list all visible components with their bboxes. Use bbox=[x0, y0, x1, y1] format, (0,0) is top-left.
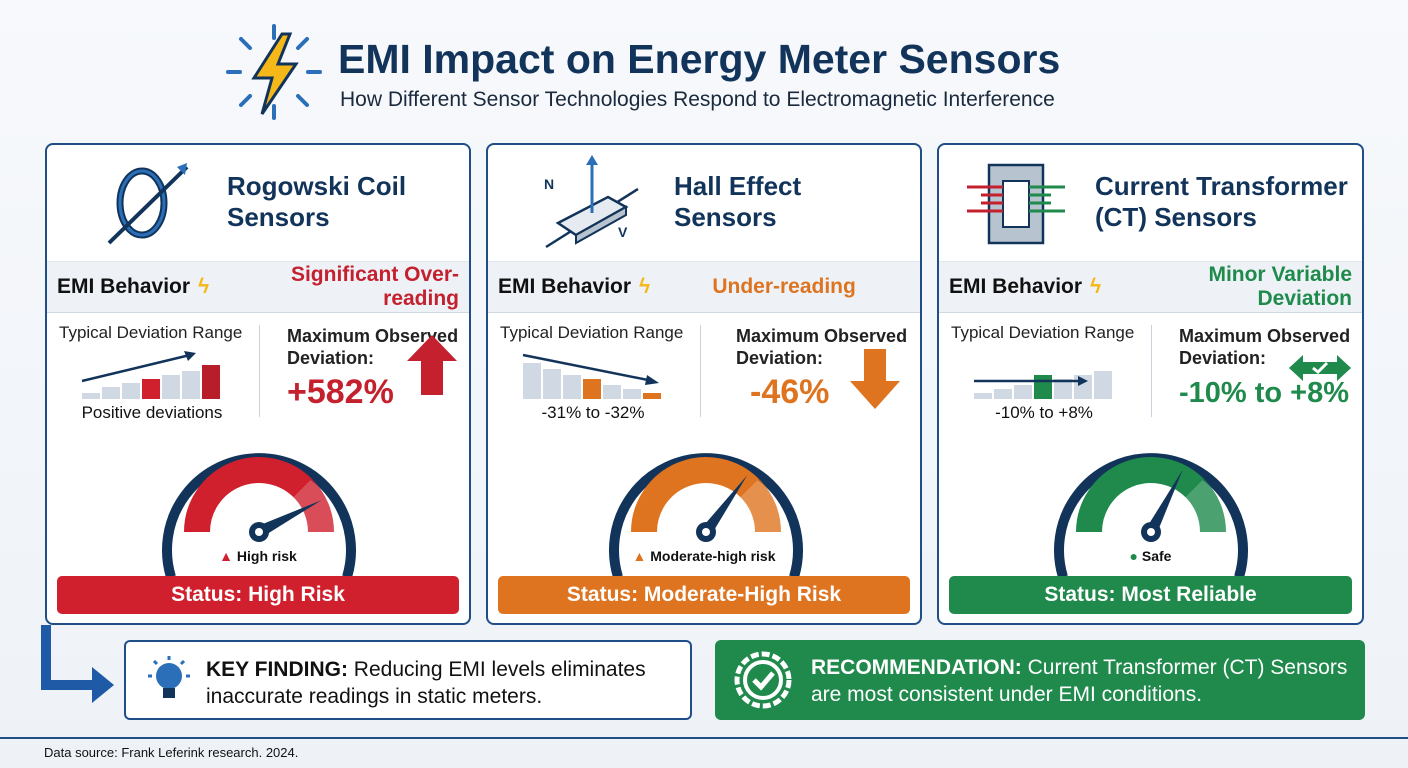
gauge-needle bbox=[256, 500, 322, 538]
max-deviation-value: -10% to +8% bbox=[1179, 377, 1350, 409]
warning-icon: ▲ bbox=[632, 548, 647, 564]
card-title: (CT) Sensors bbox=[1095, 202, 1257, 232]
gauge-label-text: Safe bbox=[1141, 548, 1172, 564]
gauge-needle bbox=[1145, 469, 1183, 535]
lightning-bolt-icon bbox=[226, 24, 322, 120]
gauge-label-text: Moderate-high risk bbox=[650, 548, 776, 564]
lightning-icon: ϟ bbox=[639, 275, 651, 298]
key-finding-label: KEY FINDING: bbox=[206, 658, 348, 681]
emi-behavior-value: Minor Variable Deviation bbox=[1208, 263, 1352, 310]
typical-deviation-label: Typical Deviation Range bbox=[500, 323, 684, 342]
emi-behavior-row: EMI Behavior ϟ Minor Variable Deviation bbox=[939, 261, 1362, 313]
max-deviation-value: +582% bbox=[287, 373, 394, 411]
max-deviation-value: -46% bbox=[750, 373, 830, 411]
max-label-line: Deviation: bbox=[287, 348, 375, 368]
gauge-label-text: High risk bbox=[236, 548, 297, 564]
arrow-down-icon bbox=[850, 349, 900, 409]
typical-deviation-value: -31% to -32% bbox=[541, 403, 645, 422]
data-source: Data source: Frank Leferink research. 20… bbox=[44, 745, 299, 760]
icon-label-v: V bbox=[618, 224, 628, 240]
check-badge-icon bbox=[734, 651, 792, 709]
typical-deviation-label: Typical Deviation Range bbox=[951, 323, 1135, 342]
gauge-hub-center bbox=[702, 528, 710, 536]
gauge-arc-end bbox=[293, 478, 334, 533]
card-hall-effect: N V Hall Effect Sensors EMI Behavior ϟ Un… bbox=[486, 143, 922, 625]
risk-gauge bbox=[162, 453, 356, 577]
card-title: Hall Effect bbox=[674, 171, 802, 201]
status-badge: Status: High Risk bbox=[57, 576, 459, 614]
key-finding-text: Reducing EMI levels eliminates inaccurat… bbox=[206, 658, 646, 708]
max-deviation-label: Maximum Observed Deviation: bbox=[736, 325, 907, 369]
lightbulb-icon bbox=[148, 656, 190, 698]
arrow-up-icon bbox=[407, 335, 457, 395]
recommendation-box: RECOMMENDATION: Current Transformer (CT)… bbox=[715, 640, 1365, 720]
card-title: Current Transformer bbox=[1095, 171, 1348, 201]
arrow-connector-icon bbox=[41, 625, 114, 703]
card-current-transformer: Current Transformer (CT) Sensors EMI Beha… bbox=[937, 143, 1364, 625]
page-subtitle: How Different Sensor Technologies Respon… bbox=[340, 88, 1055, 111]
max-deviation-label: Maximum Observed Deviation: bbox=[1179, 325, 1350, 369]
divider bbox=[1151, 325, 1152, 417]
max-label-line: Maximum Observed bbox=[736, 326, 908, 346]
risk-gauge bbox=[609, 453, 803, 577]
emi-behavior-label: EMI Behavior bbox=[498, 275, 632, 298]
deviation-bars-icon bbox=[522, 353, 661, 399]
gauge-needle bbox=[701, 475, 748, 536]
icon-label-n: N bbox=[544, 176, 554, 192]
emi-behavior-label: EMI Behavior bbox=[949, 275, 1083, 298]
key-finding-box: KEY FINDING: Reducing EMI levels elimina… bbox=[124, 640, 692, 720]
typical-deviation-label: Typical Deviation Range bbox=[59, 323, 243, 342]
recommendation-text: Current Transformer (CT) Sensors are mos… bbox=[811, 656, 1348, 706]
emi-behavior-row: EMI Behavior ϟ Under-reading bbox=[488, 261, 920, 313]
warning-icon: ▲ bbox=[219, 548, 234, 564]
gauge-arc-end bbox=[1185, 478, 1226, 533]
current-transformer-icon bbox=[967, 163, 1065, 245]
gauge-arc bbox=[631, 457, 760, 533]
gauge-label: ● Safe bbox=[939, 548, 1362, 564]
divider bbox=[700, 325, 701, 417]
check-circle-icon: ● bbox=[1129, 548, 1138, 564]
max-label-line: Deviation: bbox=[736, 348, 824, 368]
emi-behavior-value: Significant Over-reading bbox=[290, 263, 459, 310]
lightning-icon: ϟ bbox=[1090, 275, 1102, 298]
card-rogowski-coil: Rogowski Coil Sensors EMI Behavior ϟ Sign… bbox=[45, 143, 471, 625]
gauge-hub-center bbox=[255, 528, 263, 536]
footer-divider bbox=[0, 737, 1408, 739]
lightning-icon: ϟ bbox=[198, 275, 210, 298]
recommendation-label: RECOMMENDATION: bbox=[811, 656, 1022, 679]
card-title: Sensors bbox=[674, 202, 777, 232]
max-label-line: Maximum Observed bbox=[287, 326, 459, 346]
gauge-label: ▲ Moderate-high risk bbox=[488, 548, 920, 564]
risk-gauge bbox=[1054, 453, 1248, 577]
deviation-bars-icon bbox=[974, 371, 1112, 399]
max-deviation-label: Maximum Observed Deviation: bbox=[287, 325, 458, 369]
gauge-label: ▲ High risk bbox=[47, 548, 469, 564]
emi-behavior-row: EMI Behavior ϟ Significant Over-reading bbox=[47, 261, 469, 313]
card-title: Rogowski Coil bbox=[227, 171, 407, 201]
double-arrow-check-icon bbox=[1289, 355, 1351, 381]
gauge-arc bbox=[184, 457, 313, 533]
card-title: Sensors bbox=[227, 202, 330, 232]
divider bbox=[259, 325, 260, 417]
status-badge: Status: Most Reliable bbox=[949, 576, 1352, 614]
gauge-arc bbox=[1076, 457, 1205, 533]
gauge-hub-center bbox=[1147, 528, 1155, 536]
rogowski-coil-icon bbox=[107, 163, 189, 245]
typical-deviation-value: Positive deviations bbox=[81, 403, 223, 422]
gauge-arc-end bbox=[740, 478, 781, 533]
max-label-line: Maximum Observed bbox=[1179, 326, 1351, 346]
status-badge: Status: Moderate-High Risk bbox=[498, 576, 910, 614]
emi-behavior-label: EMI Behavior bbox=[57, 275, 191, 298]
hall-effect-icon: N V bbox=[544, 155, 639, 249]
page-title: EMI Impact on Energy Meter Sensors bbox=[338, 36, 1061, 82]
deviation-bars-icon bbox=[81, 351, 220, 399]
max-label-line: Deviation: bbox=[1179, 348, 1267, 368]
typical-deviation-value: -10% to +8% bbox=[995, 403, 1093, 422]
emi-behavior-value: Under-reading bbox=[712, 275, 856, 298]
